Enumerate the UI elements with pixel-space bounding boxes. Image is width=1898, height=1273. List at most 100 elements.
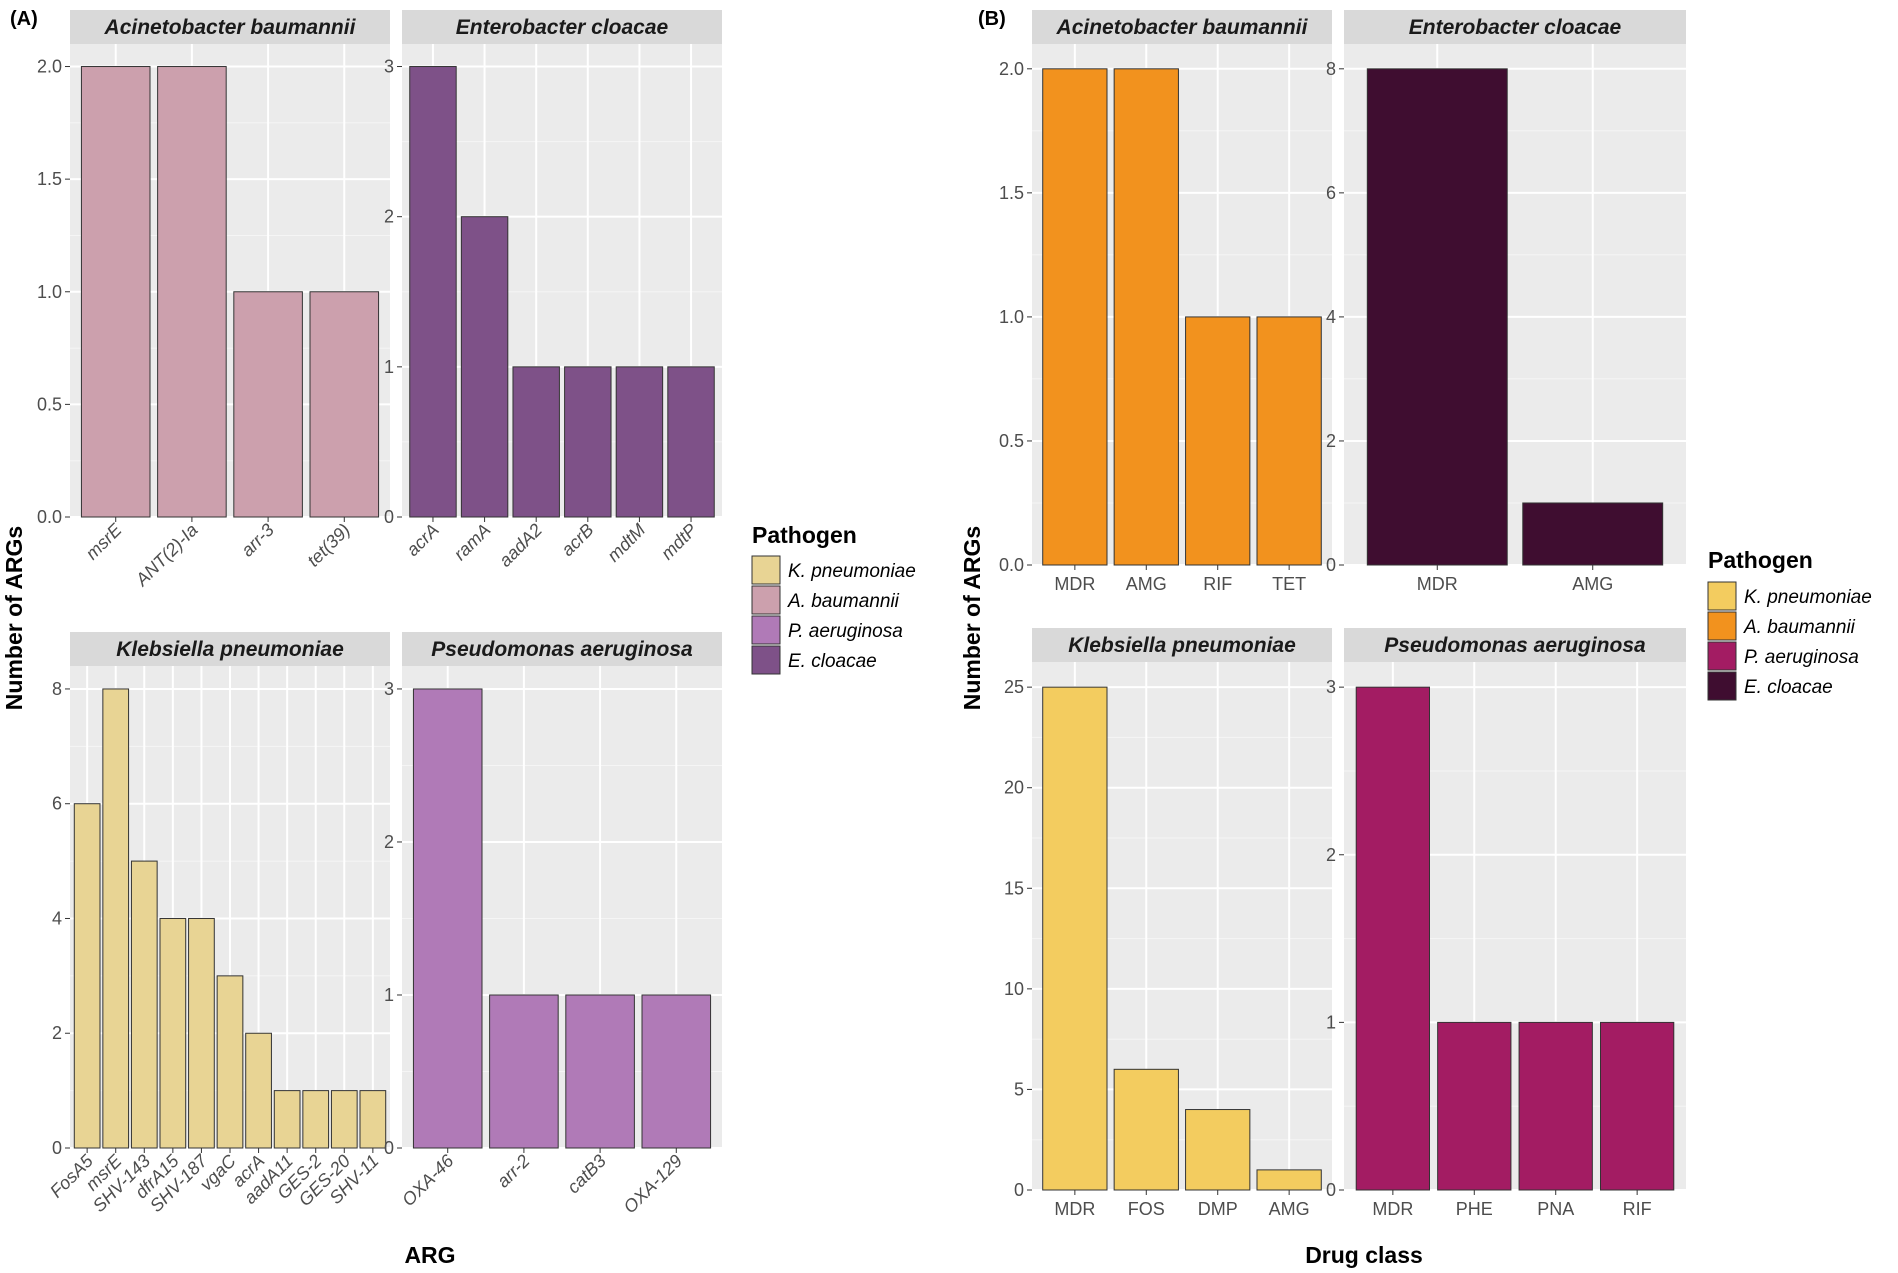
panel-label-a: (A) [10,8,38,30]
facet-title: Enterobacter cloacae [456,16,669,39]
x-tick-label: MDR [1054,1199,1095,1219]
bar [302,1090,330,1149]
facet-title: Acinetobacter baumannii [104,16,357,39]
x-tick-label: acrB [557,520,597,560]
x-tick-label: catB3 [563,1151,610,1198]
x-tick-label: RIF [1623,1199,1652,1219]
x-axis-title-b: Drug class [1305,1242,1423,1268]
legend-label-a-0: K. pneumoniae [788,561,916,582]
facet-title: Klebsiella pneumoniae [1068,634,1296,657]
bar [159,917,187,1149]
y-tick-label: 8 [1326,59,1336,79]
bar [489,994,559,1149]
bar [1042,68,1108,566]
bar [1185,316,1251,566]
y-tick-label: 1.5 [37,169,62,189]
y-tick-label: 2 [384,832,394,852]
bar [309,291,380,518]
legend-label-b-1: A. baumannii [1743,617,1856,638]
facet-panel: Klebsiella pneumoniae02468FosA5msrESHV-1… [46,632,390,1216]
y-tick-label: 1.5 [999,183,1024,203]
y-tick-label: 3 [384,57,394,77]
bar [1518,1021,1593,1191]
y-tick-label: 6 [52,794,62,814]
legend-a: Pathogen K. pneumoniae A. baumannii P. a… [751,522,916,675]
x-tick-label: TET [1272,574,1306,594]
legend-label-b-0: K. pneumoniae [1744,587,1872,608]
y-tick-label: 0 [384,1138,394,1158]
y-tick-label: 2.0 [37,57,62,77]
facet-strip [70,632,390,666]
facet-panel: Enterobacter cloacae 0 1 2 3 acrA ramA aadA2 acr… [384,10,722,571]
x-tick-label: ANT(2)-Ia [131,520,202,591]
y-tick-label: 1.0 [999,307,1024,327]
y-tick-label: 2.0 [999,59,1024,79]
bar [330,1090,358,1149]
bar [359,1090,387,1149]
legend-swatch-a-1 [751,585,781,615]
facet-panel: Pseudomonas aeruginosa 0 1 2 3 OXA-46 arr-2 cat… [384,632,722,1217]
bar [188,917,215,1149]
facet-title: Klebsiella pneumoniae [116,638,344,661]
y-tick-label: 1 [1326,1012,1336,1032]
y-axis-title-b: Number of ARGs [959,526,985,710]
facet-panel: Klebsiella pneumoniae 0 5 10 15 20 25 MDR FOS DMP… [1004,628,1332,1219]
x-tick-label: OXA-46 [398,1150,458,1210]
bar [1437,1021,1512,1191]
y-tick-label: 0 [1014,1180,1024,1200]
y-tick-label: 25 [1004,677,1024,697]
bar [615,366,664,518]
y-tick-label: 4 [52,908,62,928]
facet-panels: Acinetobacter baumannii 0.0 0.5 1.0 1.5 2.0 ms… [37,10,1686,1219]
x-tick-label: tet(39) [303,520,354,571]
legend-label-a-1: A. baumannii [787,591,900,612]
legend-swatch-a-2 [751,615,781,645]
x-tick-label: PNA [1537,1199,1574,1219]
legend-swatch-b-2 [1707,641,1737,671]
y-tick-label: 1 [384,357,394,377]
x-tick-label: MDR [1054,574,1095,594]
legend-swatch-b-0 [1707,581,1737,611]
y-axis-title-a: Number of ARGs [1,526,27,710]
x-tick-label: msrE [82,519,127,564]
facet-panel: Acinetobacter baumannii 0.0 0.5 1.0 1.5 2.0 ms… [37,10,390,590]
legend-label-a-2: P. aeruginosa [788,621,903,642]
facet-panel: Pseudomonas aeruginosa 0 1 2 3 MDR PHE PNA RIF [1326,628,1686,1219]
x-tick-label: ramA [450,520,495,565]
x-tick-label: aadA2 [495,520,546,571]
facet-panel: Acinetobacter baumannii 0.0 0.5 1.0 1.5 2.0 MD… [999,10,1332,594]
y-tick-label: 2 [52,1023,62,1043]
x-tick-label: arr-2 [493,1151,534,1192]
bar [1113,68,1179,566]
y-tick-label: 0 [1326,1180,1336,1200]
x-tick-label: acrA [402,520,442,560]
y-tick-label: 2 [384,207,394,227]
y-tick-label: 2 [1326,431,1336,451]
facet-strip [1344,10,1686,44]
legend-swatch-a-0 [751,555,781,585]
y-tick-label: 15 [1004,878,1024,898]
bar [1256,1169,1322,1191]
x-tick-label: MDR [1372,1199,1413,1219]
x-tick-label: OXA-129 [620,1151,687,1218]
bar [1113,1068,1179,1191]
bar [130,860,158,1149]
y-tick-label: 0.5 [999,431,1024,451]
panel-label-b: (B) [978,8,1006,30]
facet-strip [402,632,722,666]
bar [102,688,130,1149]
x-axis-title-a: ARG [404,1242,455,1268]
facet-strip [1032,10,1332,44]
bar [1256,316,1322,566]
x-tick-label: RIF [1203,574,1232,594]
bar [80,66,151,518]
legend-swatch-b-1 [1707,611,1737,641]
y-tick-label: 0 [384,507,394,527]
legend-swatch-b-3 [1707,671,1737,701]
bar [409,66,457,518]
legend-b: Pathogen K. pneumoniae A. baumannii P. a… [1707,547,1872,701]
legend-label-b-3: E. cloacae [1744,677,1833,698]
y-tick-label: 0.5 [37,394,62,414]
bar [1185,1109,1251,1191]
bar [157,66,227,518]
